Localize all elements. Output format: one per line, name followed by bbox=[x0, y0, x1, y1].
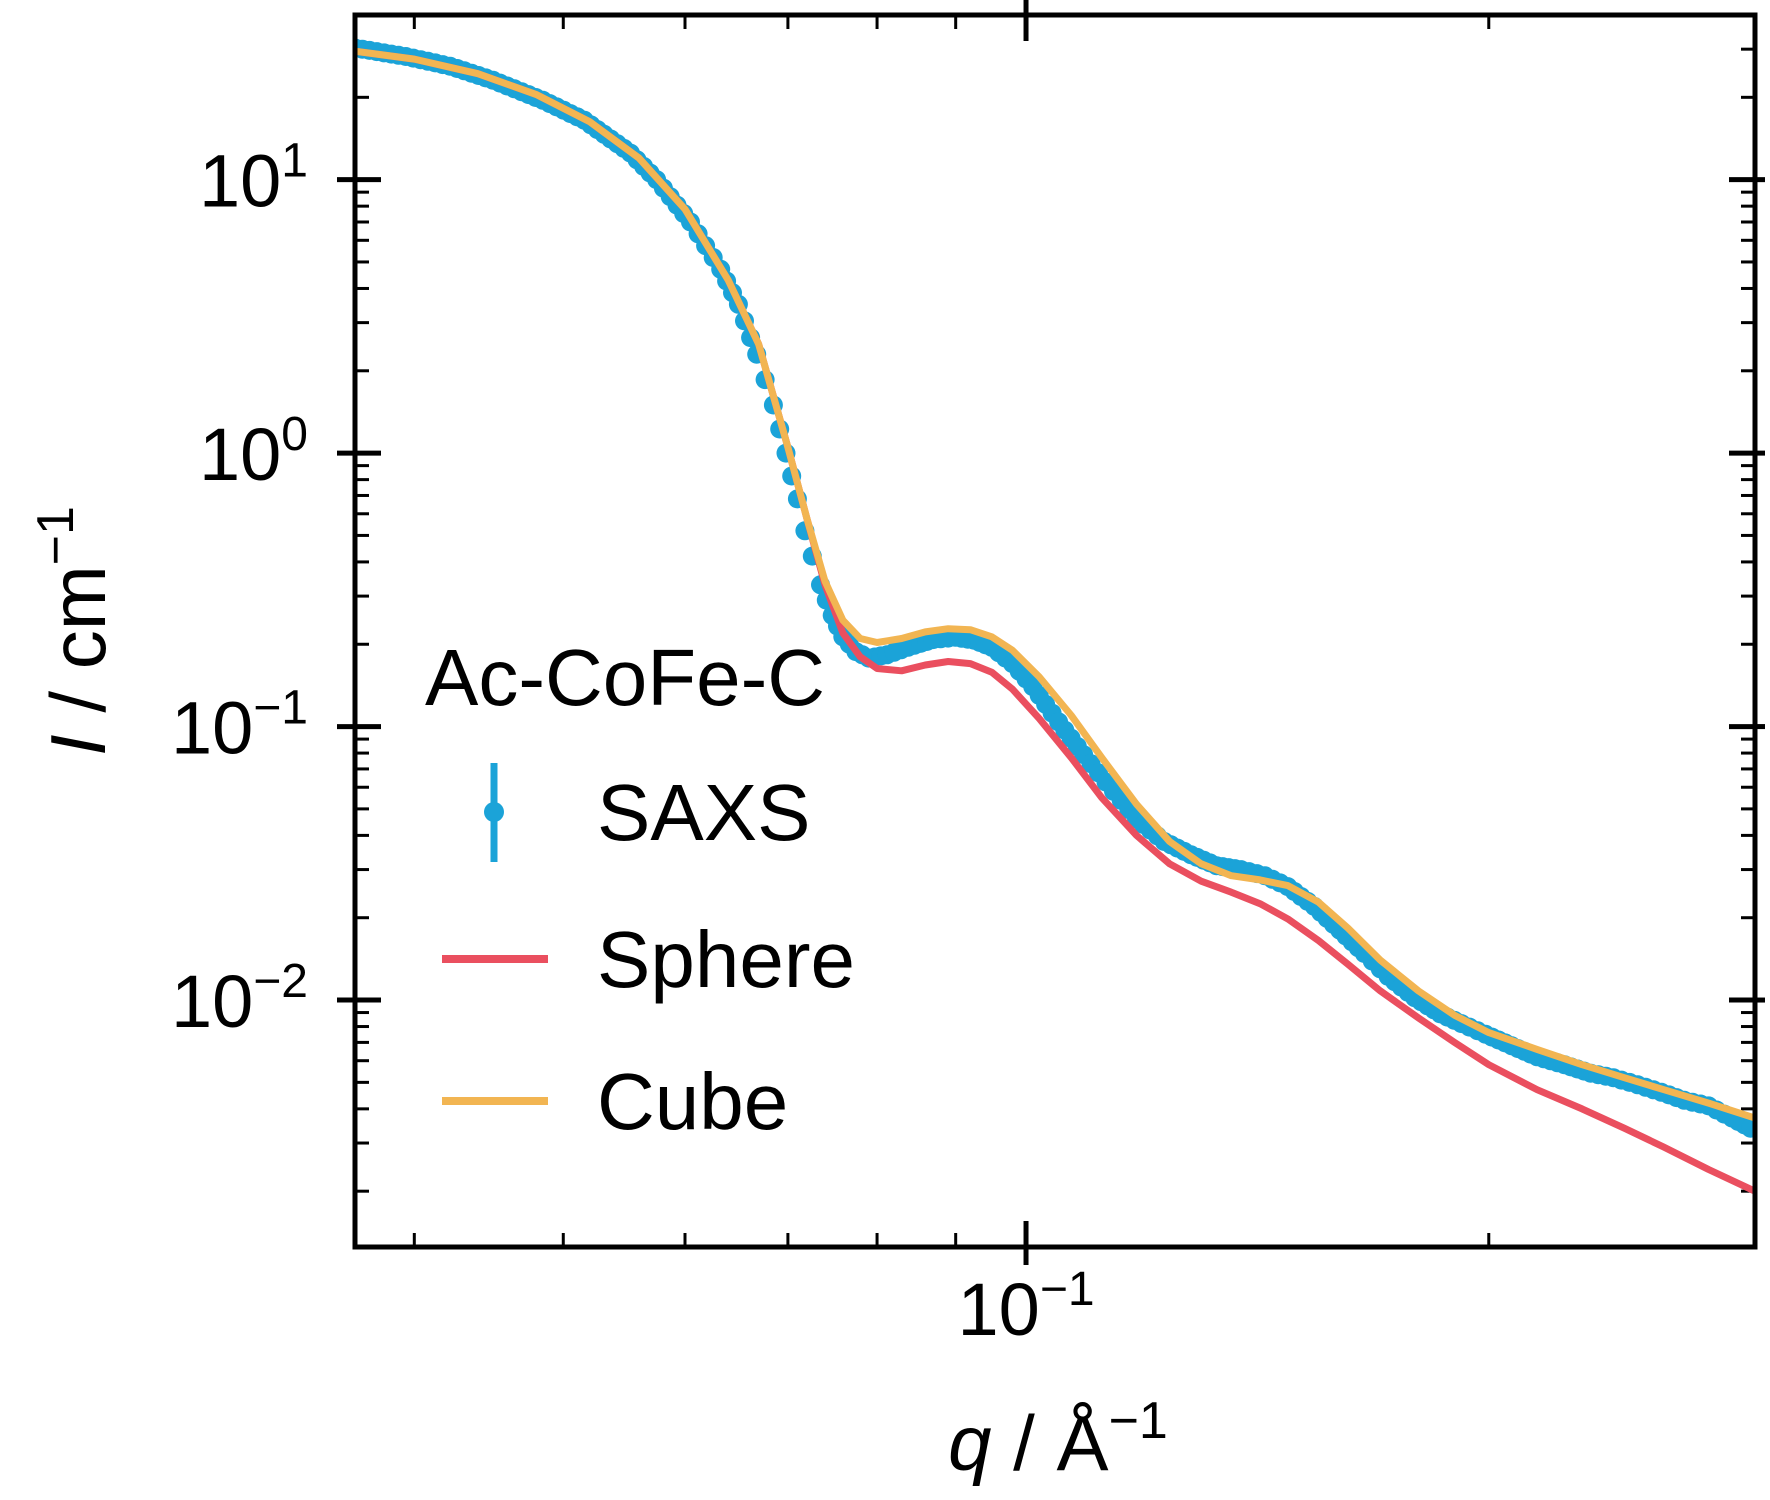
legend-label-sphere: Sphere bbox=[597, 915, 855, 1004]
tick-labels: 10−1 101 100 10−1 10−2 bbox=[171, 135, 1095, 1351]
legend-entry-saxs: SAXS bbox=[484, 763, 810, 862]
series-saxs bbox=[355, 38, 1755, 1138]
legend: Ac-CoFe-C SAXS Sphere Cube bbox=[425, 633, 855, 1146]
y-axis-unit-exponent: −1 bbox=[27, 506, 85, 565]
y-axis-unit: cm bbox=[34, 565, 122, 669]
legend-entry-cube: Cube bbox=[442, 1057, 788, 1146]
y-axis-symbol: I bbox=[34, 734, 122, 756]
legend-entry-sphere: Sphere bbox=[442, 915, 855, 1004]
svg-text:I / cm−1: I / cm−1 bbox=[27, 506, 122, 756]
legend-label-cube: Cube bbox=[597, 1057, 788, 1146]
series-layer bbox=[355, 38, 1755, 1195]
x-axis-unit: Å bbox=[1057, 1399, 1109, 1487]
svg-text:q / Å−1: q / Å−1 bbox=[948, 1392, 1168, 1487]
y-tick-label: 10−2 bbox=[171, 955, 308, 1043]
x-tick-label: 10−1 bbox=[958, 1263, 1095, 1351]
y-tick-label: 101 bbox=[199, 135, 308, 223]
series-cube-line bbox=[355, 47, 1755, 1122]
legend-label-saxs: SAXS bbox=[597, 768, 810, 857]
y-tick-label: 10−1 bbox=[171, 682, 308, 770]
series-sphere-line bbox=[355, 47, 1755, 1195]
x-axis-unit-exponent: −1 bbox=[1109, 1392, 1168, 1450]
y-axis-label: I / cm−1 bbox=[27, 506, 122, 756]
legend-saxs-marker bbox=[484, 802, 504, 822]
legend-title: Ac-CoFe-C bbox=[425, 633, 825, 722]
plot-frame bbox=[352, 12, 1758, 1250]
x-axis-label: q / Å−1 bbox=[948, 1392, 1168, 1487]
y-tick-label: 100 bbox=[199, 408, 308, 496]
saxs-point bbox=[1741, 1118, 1755, 1138]
x-axis-symbol: q bbox=[948, 1399, 991, 1487]
